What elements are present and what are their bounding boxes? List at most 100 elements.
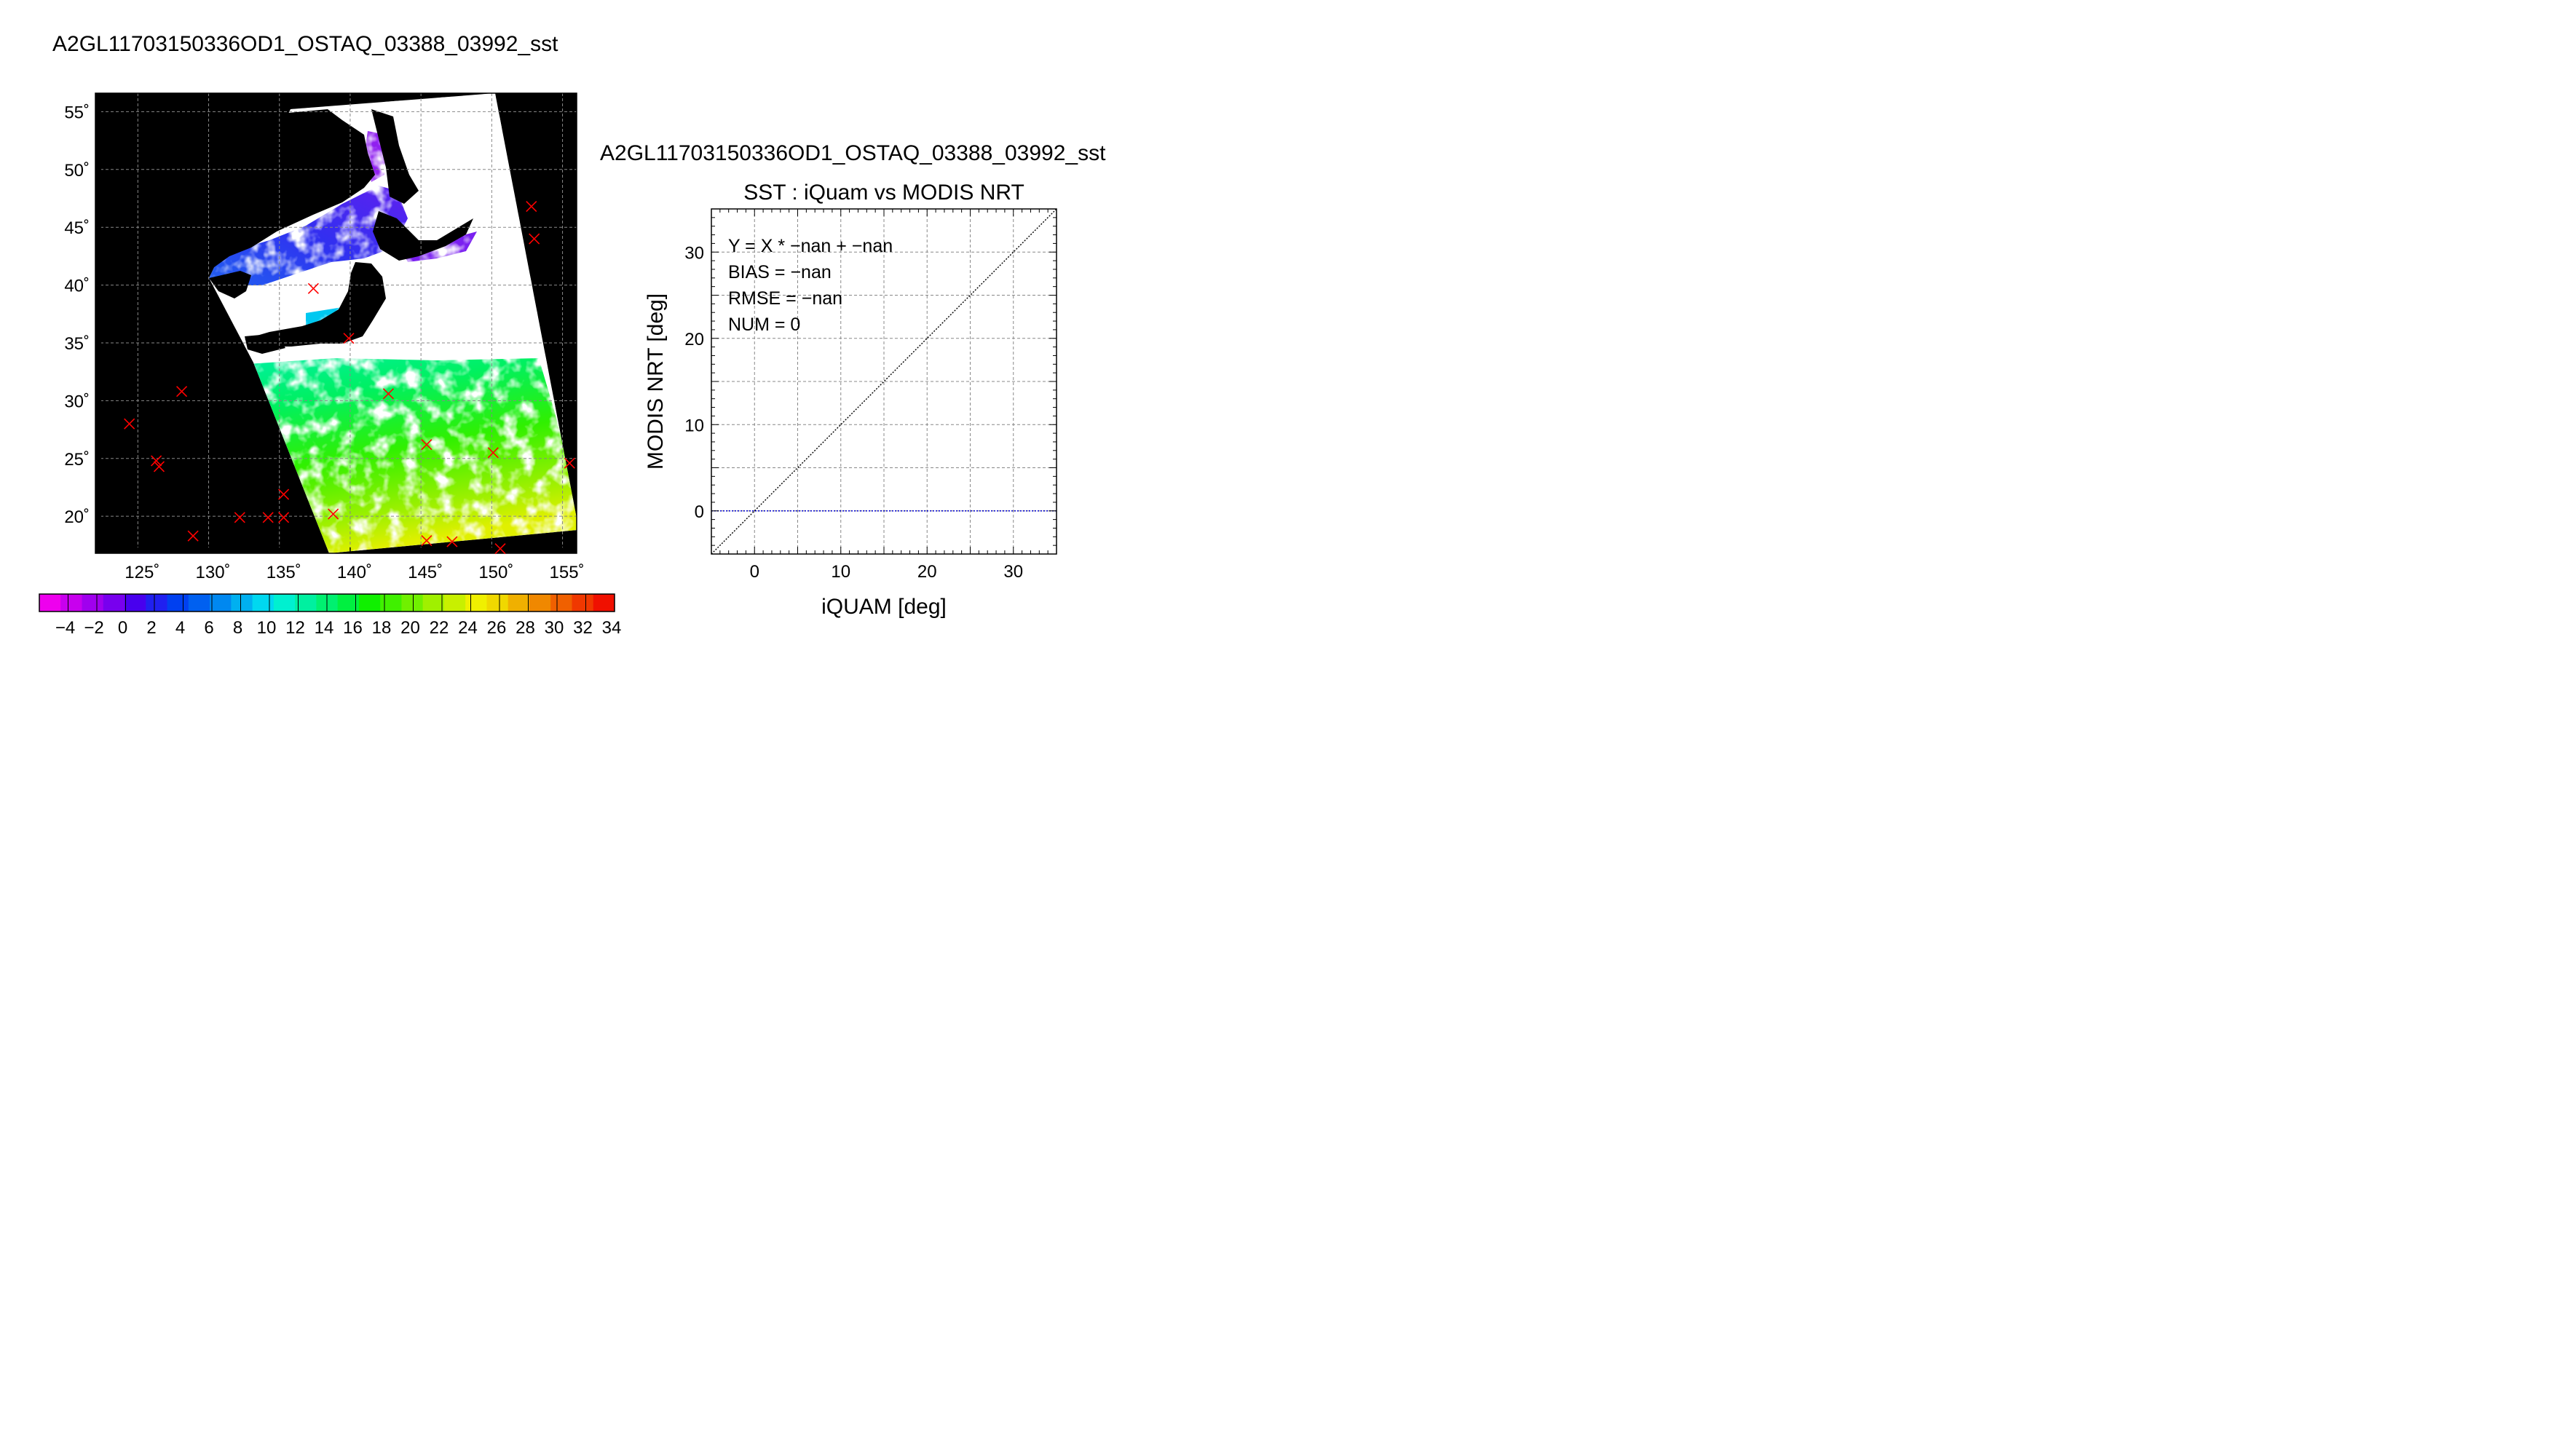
stats-annotation: NUM = 0 <box>728 314 800 335</box>
buoy-marker <box>124 418 135 430</box>
colorbar-block <box>572 594 594 612</box>
buoy-marker <box>278 512 290 523</box>
colorbar-block <box>593 594 615 612</box>
korea <box>209 271 251 298</box>
buoy-marker <box>153 461 165 472</box>
buoy-marker <box>262 512 274 523</box>
hokkaido <box>373 211 473 261</box>
scatter-subtitle: SST : iQuam vs MODIS NRT <box>743 181 1024 205</box>
buoy-marker <box>187 530 199 542</box>
scatter-plot: SST : iQuam vs MODIS NRT 0 10 20 300102030 … <box>644 181 1057 619</box>
colorbar-block <box>188 594 210 612</box>
lat-tick-label: 40˚ <box>64 277 90 296</box>
map-title: A2GL11703150336OD1_OSTAQ_03388_03992_sst <box>52 32 558 56</box>
y-axis-label: MODIS NRT [deg] <box>644 293 668 470</box>
colorbar-block <box>422 594 445 612</box>
colorbar-tick-label: 16 <box>343 618 363 638</box>
colorbar-labels: −4 −2 0 2 4 6 8 10 12 14 16 18 20 22 24 26 28 30 32 34 <box>55 594 622 638</box>
colorbar-block <box>380 594 402 612</box>
sakhalin <box>371 109 419 204</box>
colorbar-tick-label: 32 <box>573 618 593 638</box>
y-tick-label: 0 <box>695 502 704 522</box>
lon-tick-label: 130˚ <box>196 563 231 582</box>
colorbar-block <box>82 594 104 612</box>
colorbar-tick-label: 34 <box>602 618 622 638</box>
buoy-marker <box>328 508 339 520</box>
colorbar-block <box>103 594 125 612</box>
lon-tick-label: 145˚ <box>408 563 443 582</box>
lon-tick-label: 135˚ <box>266 563 301 582</box>
lat-tick-label: 35˚ <box>64 334 90 354</box>
colorbar-block <box>465 594 487 612</box>
colorbar-block <box>358 594 381 612</box>
colorbar-tick-label: 22 <box>430 618 449 638</box>
stats-annotation: Y = X * −nan + −nan <box>728 236 893 256</box>
x-axis-label: iQUAM [deg] <box>821 595 947 619</box>
colorbar-block <box>231 594 253 612</box>
buoy-marker <box>234 512 245 523</box>
scatter-title: A2GL11703150336OD1_OSTAQ_03388_03992_sst <box>600 141 1106 165</box>
colorbar-tick-label: 24 <box>458 618 478 638</box>
buoy-marker <box>487 447 499 459</box>
colorbar-block <box>508 594 530 612</box>
colorbar-block <box>60 594 83 612</box>
lon-tick-label: 150˚ <box>478 563 513 582</box>
buoy-marker <box>382 388 394 400</box>
buoy-marker <box>421 439 433 451</box>
colorbar-block <box>167 594 189 612</box>
x-tick-label: 30 <box>1003 562 1023 582</box>
colorbar-tick-label: 18 <box>372 618 392 638</box>
lon-tick-label: 155˚ <box>550 563 585 582</box>
buoy-marker <box>176 386 188 397</box>
colorbar-tick-label: 6 <box>204 618 213 638</box>
buoy-marker <box>526 201 537 213</box>
colorbar-block <box>550 594 572 612</box>
buoy-marker <box>278 488 290 500</box>
colorbar-tick-label: 30 <box>545 618 564 638</box>
colorbar-block <box>252 594 275 612</box>
colorbar-tick-label: 20 <box>400 618 420 638</box>
colorbar-block <box>443 594 466 612</box>
colorbar-tick-label: 26 <box>487 618 507 638</box>
buoy-marker <box>494 543 506 555</box>
colorbar-block <box>146 594 168 612</box>
map-markers <box>124 201 575 555</box>
colorbar-tick-label: 2 <box>146 618 156 638</box>
colorbar-block <box>273 594 296 612</box>
colorbar-tick-label: 4 <box>175 618 185 638</box>
x-tick-label: 20 <box>917 562 937 582</box>
figure-canvas: 125˚ 130˚ 135˚ 140˚ 145˚ 150˚ 155˚ 20˚ 25˚ 30˚ 35˚… <box>39 92 1057 638</box>
colorbar-tick-label: 10 <box>257 618 277 638</box>
stats-annotation: RMSE = −nan <box>728 288 842 309</box>
lon-tick-label: 140˚ <box>337 563 372 582</box>
stats-annotations: Y = X * −nan + −nan BIAS = −nan RMSE = −na… <box>728 236 893 335</box>
buoy-marker <box>421 534 433 547</box>
colorbar-block <box>529 594 551 612</box>
y-tick-label: 20 <box>684 330 704 349</box>
y-tick-label: 30 <box>684 243 704 263</box>
x-tick-label: 0 <box>750 562 759 582</box>
honshu <box>245 262 386 347</box>
colorbar-tick-label: 14 <box>315 618 334 638</box>
buoy-marker <box>343 333 355 344</box>
colorbar-block <box>295 594 317 612</box>
kyushu <box>245 333 285 354</box>
colorbar-tick-label: 8 <box>233 618 242 638</box>
colorbar-block <box>486 594 509 612</box>
asia-coast <box>95 93 375 278</box>
colorbar-block <box>39 594 61 612</box>
colorbar-block <box>210 594 232 612</box>
lat-tick-label: 30˚ <box>64 392 90 411</box>
colorbar-blocks <box>39 594 615 612</box>
scatter-ticks: 0 10 20 30 0 10 20 30 <box>684 208 1057 582</box>
sst-map: 125˚ 130˚ 135˚ 140˚ 145˚ 150˚ 155˚ 20˚ 25˚ 30˚ 35˚… <box>64 92 585 582</box>
colorbar-tick-label: −2 <box>84 618 103 638</box>
colorbar-tick-label: 28 <box>516 618 535 638</box>
lat-tick-label: 25˚ <box>64 450 90 470</box>
lat-tick-label: 55˚ <box>64 103 90 122</box>
colorbar-block <box>125 594 146 612</box>
land <box>95 93 473 354</box>
colorbar-tick-label: 0 <box>118 618 127 638</box>
colorbar: −4 −2 0 2 4 6 8 10 12 14 16 18 20 22 24 26 28 30 32 34 <box>39 593 622 638</box>
map-frame <box>95 92 577 554</box>
